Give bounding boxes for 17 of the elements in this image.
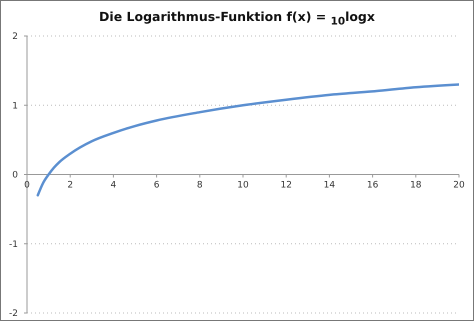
x-tick-label: 0 — [24, 180, 30, 190]
y-tick-label: 2 — [12, 32, 18, 42]
y-tick-label: 1 — [12, 101, 18, 112]
x-tick-label: 16 — [366, 180, 379, 190]
y-tick-label: -1 — [9, 240, 18, 250]
x-tick-label: 14 — [324, 180, 336, 190]
x-tick-label: 8 — [196, 180, 203, 190]
chart-title: Die Logarithmus-Funktion f(x) = $_{10}$logx — [98, 9, 376, 30]
x-tick-label: 12 — [280, 180, 292, 190]
x-tick-label: 4 — [110, 180, 117, 190]
y-tick-label: -2 — [9, 309, 18, 320]
x-tick-label: 20 — [453, 180, 465, 190]
x-tick-label: 2 — [67, 180, 74, 190]
y-tick-label: 0 — [12, 170, 18, 181]
x-tick-label: 6 — [154, 180, 160, 190]
x-tick-label: 10 — [237, 180, 249, 190]
x-tick-label: 18 — [410, 180, 422, 190]
